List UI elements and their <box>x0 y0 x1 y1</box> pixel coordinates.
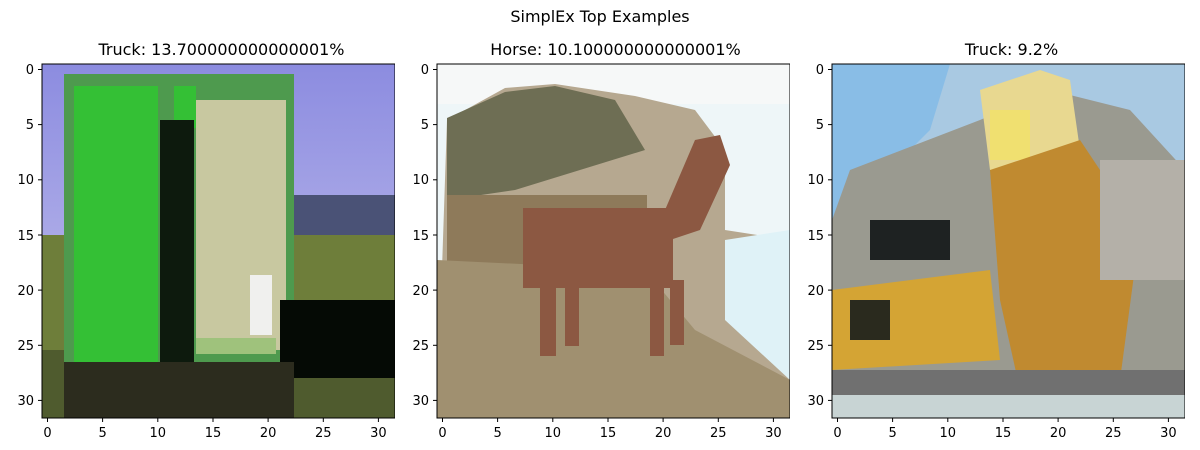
axes-frame <box>436 63 790 419</box>
x-tick-label: 30 <box>765 426 782 441</box>
y-tick-label: 20 <box>412 284 429 299</box>
x-tick-label: 30 <box>370 426 387 441</box>
x-tick-label: 5 <box>98 426 106 441</box>
x-tick-label: 25 <box>710 426 727 441</box>
x-tick-label: 25 <box>315 426 332 441</box>
panel-2-plot: 0 5 10 15 20 25 30 0 5 10 15 20 25 30 <box>412 63 790 441</box>
y-tick-label: 30 <box>17 394 34 409</box>
y-tick-label: 25 <box>17 339 34 354</box>
panel-3-plot: 0 5 10 15 20 25 30 0 5 10 15 20 25 30 <box>807 63 1185 441</box>
x-tick-label: 30 <box>1160 426 1177 441</box>
x-tick-label: 0 <box>438 426 446 441</box>
panel-title: Horse: 10.100000000000001% <box>490 40 741 59</box>
y-tick-label: 5 <box>421 118 429 133</box>
y-tick-label: 10 <box>807 173 824 188</box>
axes-frame <box>41 63 395 419</box>
y-tick-label: 15 <box>17 229 34 244</box>
y-tick-label: 0 <box>26 63 34 78</box>
image-horse <box>437 64 790 418</box>
x-tick-label: 25 <box>1105 426 1122 441</box>
x-tick-label: 20 <box>655 426 672 441</box>
figure-title: SimplEx Top Examples <box>510 7 690 26</box>
y-tick-label: 0 <box>816 63 824 78</box>
y-tick-label: 10 <box>412 173 429 188</box>
x-tick-label: 0 <box>43 426 51 441</box>
y-tick-label: 15 <box>807 229 824 244</box>
panel-2: Horse: 10.100000000000001% 0 5 10 15 <box>395 0 790 450</box>
x-tick-label: 5 <box>493 426 501 441</box>
x-tick-label: 20 <box>1050 426 1067 441</box>
y-tick-label: 5 <box>816 118 824 133</box>
panel-3: Truck: 9.2% 0 5 10 15 20 25 30 0 <box>790 0 1185 450</box>
x-tick-label: 10 <box>940 426 957 441</box>
x-tick-label: 15 <box>600 426 617 441</box>
y-tick-label: 0 <box>421 63 429 78</box>
y-tick-label: 15 <box>412 229 429 244</box>
panel-title: Truck: 13.700000000000001% <box>98 40 345 59</box>
y-tick-label: 5 <box>26 118 34 133</box>
y-tick-label: 20 <box>17 284 34 299</box>
x-tick-label: 10 <box>150 426 167 441</box>
panel-title: Truck: 9.2% <box>964 40 1059 59</box>
axes-frame <box>831 63 1185 419</box>
y-tick-label: 30 <box>412 394 429 409</box>
image-truck-3 <box>832 64 1185 418</box>
x-tick-label: 15 <box>995 426 1012 441</box>
y-tick-label: 10 <box>17 173 34 188</box>
panel-1: Truck: 13.700000000000001% <box>0 0 395 450</box>
panel-1-plot: 0 5 10 15 20 25 30 0 5 10 15 20 25 30 <box>17 63 395 441</box>
y-tick-label: 30 <box>807 394 824 409</box>
x-tick-label: 10 <box>545 426 562 441</box>
y-tick-label: 25 <box>412 339 429 354</box>
x-tick-label: 5 <box>888 426 896 441</box>
y-tick-label: 20 <box>807 284 824 299</box>
image-truck-1 <box>42 64 395 418</box>
y-tick-label: 25 <box>807 339 824 354</box>
x-tick-label: 15 <box>205 426 222 441</box>
x-tick-label: 0 <box>833 426 841 441</box>
x-tick-label: 20 <box>260 426 277 441</box>
